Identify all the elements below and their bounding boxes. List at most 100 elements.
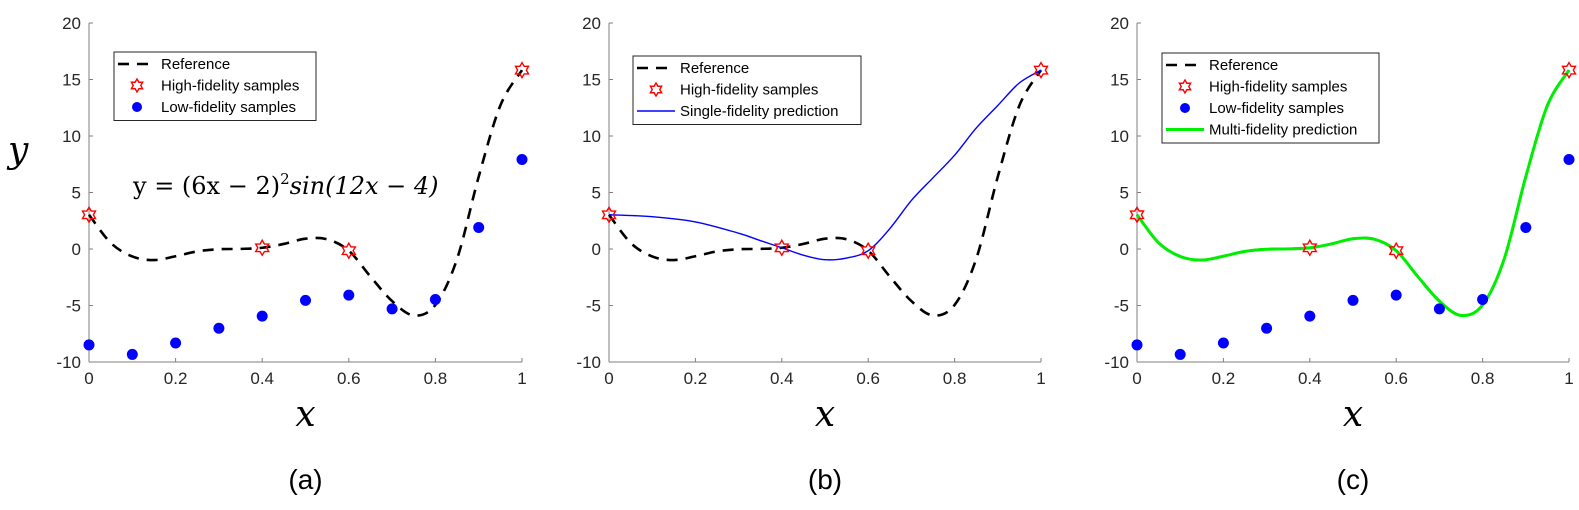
low-fidelity-point (83, 339, 95, 351)
panel-label: (c) (1337, 464, 1370, 495)
legend-label: Low-fidelity samples (1209, 100, 1344, 117)
y-tick-label: -5 (1114, 297, 1129, 316)
y-axis-label: y (6, 130, 29, 171)
y-tick-label: 20 (582, 14, 601, 33)
x-tick-label: 0.2 (1212, 369, 1236, 388)
y-tick-label: 15 (1110, 71, 1129, 90)
y-tick-label: 10 (62, 127, 81, 146)
legend-swatch-low-fidelity (132, 102, 142, 112)
low-fidelity-point (1433, 303, 1445, 315)
legend-label: High-fidelity samples (1209, 79, 1347, 96)
legend-swatch-low-fidelity (1180, 103, 1190, 113)
low-fidelity-point (256, 310, 268, 322)
low-fidelity-point (1520, 222, 1532, 234)
x-tick-label: 0.8 (1471, 369, 1495, 388)
low-fidelity-point (300, 294, 311, 306)
y-tick-label: 20 (1110, 14, 1129, 33)
high-fidelity-point (1129, 205, 1145, 224)
low-fidelity-point (1563, 154, 1575, 166)
y-tick-label: -5 (66, 297, 81, 316)
equation-lhs: y = (6x − 2) (132, 172, 280, 200)
x-tick-label: 0.6 (856, 369, 880, 388)
y-tick-label: 10 (1110, 127, 1129, 146)
legend-label: Multi-fidelity prediction (1209, 122, 1357, 139)
low-fidelity-point (1304, 310, 1316, 322)
y-tick-label: 20 (62, 14, 81, 33)
legend-label: Single-fidelity prediction (680, 103, 838, 120)
x-tick-label: 0.2 (164, 369, 188, 388)
equation-exponent: 2 (280, 170, 290, 188)
legend-swatch-high-fidelity (130, 77, 144, 94)
series-reference (607, 69, 1043, 317)
high-fidelity-point (1302, 238, 1318, 257)
low-fidelity-point (126, 348, 138, 360)
legend-swatch-high-fidelity (649, 81, 663, 98)
high-fidelity-point (81, 205, 97, 224)
equation-rhs: sin(12x − 4) (290, 172, 439, 200)
x-tick-label: 1 (1036, 369, 1045, 388)
high-fidelity-point (1561, 61, 1577, 80)
legend-swatch-high-fidelity (1178, 78, 1192, 95)
low-fidelity-point (1174, 348, 1186, 360)
low-fidelity-point (386, 303, 398, 315)
low-fidelity-point (1390, 289, 1402, 301)
series-single-fidelity-prediction (608, 69, 1042, 261)
x-tick-label: 0.6 (1384, 369, 1408, 388)
y-tick-label: 0 (592, 240, 601, 259)
x-tick-label: 1 (1564, 369, 1573, 388)
low-fidelity-point (1217, 337, 1229, 349)
x-tick-label: 0.8 (424, 369, 448, 388)
x-tick-label: 0.8 (943, 369, 967, 388)
legend-label: High-fidelity samples (680, 82, 818, 99)
high-fidelity-point (860, 241, 876, 260)
y-tick-label: -10 (56, 353, 81, 372)
x-tick-label: 0 (604, 369, 613, 388)
y-tick-label: -10 (576, 353, 601, 372)
legend-label: Low-fidelity samples (161, 99, 296, 116)
legend: Reference High-fidelity samples Low-fideli… (1161, 52, 1380, 144)
legend: Reference High-fidelity samples Low-fideli… (113, 51, 317, 121)
panels: 0 0.2 0.4 0.6 0.8 1-10-505101520x(a)Reference… (56, 14, 1577, 495)
low-fidelity-point (170, 337, 182, 349)
x-tick-label: 1 (517, 369, 526, 388)
high-fidelity-point (514, 61, 530, 80)
y-tick-label: 0 (1120, 240, 1129, 259)
chart-panel-b: 0 0.2 0.4 0.6 0.8 1 -10 -5 0 5 10 15 20 x (b) Reference… (576, 14, 1049, 495)
x-tick-label: 0.4 (770, 369, 794, 388)
high-fidelity-point (341, 241, 357, 260)
high-fidelity-point (774, 238, 790, 257)
x-tick-label: 0 (84, 369, 93, 388)
x-tick-label: 0 (1132, 369, 1141, 388)
high-fidelity-point (601, 205, 617, 224)
y-tick-label: 0 (72, 240, 81, 259)
high-fidelity-point (1033, 61, 1049, 80)
x-tick-label: 0.4 (250, 369, 274, 388)
legend-label: Reference (1209, 57, 1278, 74)
x-tick-label: 0.4 (1298, 369, 1322, 388)
low-fidelity-point (1261, 322, 1273, 334)
legend: Reference High-fidelity samples Single-fid… (632, 55, 862, 125)
x-axis-label: x (295, 394, 315, 435)
y-tick-label: -10 (1104, 353, 1129, 372)
x-tick-label: 0.6 (337, 369, 361, 388)
low-fidelity-point (1131, 339, 1143, 351)
y-tick-label: -5 (586, 297, 601, 316)
legend-box (632, 55, 862, 125)
y-tick-label: 5 (1120, 184, 1129, 203)
y-tick-label: 15 (62, 71, 81, 90)
low-fidelity-point (1477, 294, 1489, 306)
y-tick-label: 10 (582, 127, 601, 146)
high-fidelity-point (254, 238, 270, 257)
panel-label: (b) (808, 464, 842, 495)
x-axis-label: x (815, 394, 835, 435)
series-multi-fidelity-prediction (1135, 69, 1571, 318)
series-reference (87, 69, 524, 317)
y-tick-label: 5 (592, 184, 601, 203)
x-tick-label: 0.2 (684, 369, 708, 388)
low-fidelity-point (429, 294, 441, 306)
chart-panel-a: 0 0.2 0.4 0.6 0.8 1 -10 -5 0 5 10 15 20 x (a) Reference… (56, 14, 530, 495)
panel-label: (a) (288, 464, 322, 495)
chart-panel-c: 0 0.2 0.4 0.6 0.8 1 -10 -5 0 5 10 15 20 x (c) Reference… (1104, 14, 1577, 495)
low-fidelity-point (516, 154, 528, 166)
